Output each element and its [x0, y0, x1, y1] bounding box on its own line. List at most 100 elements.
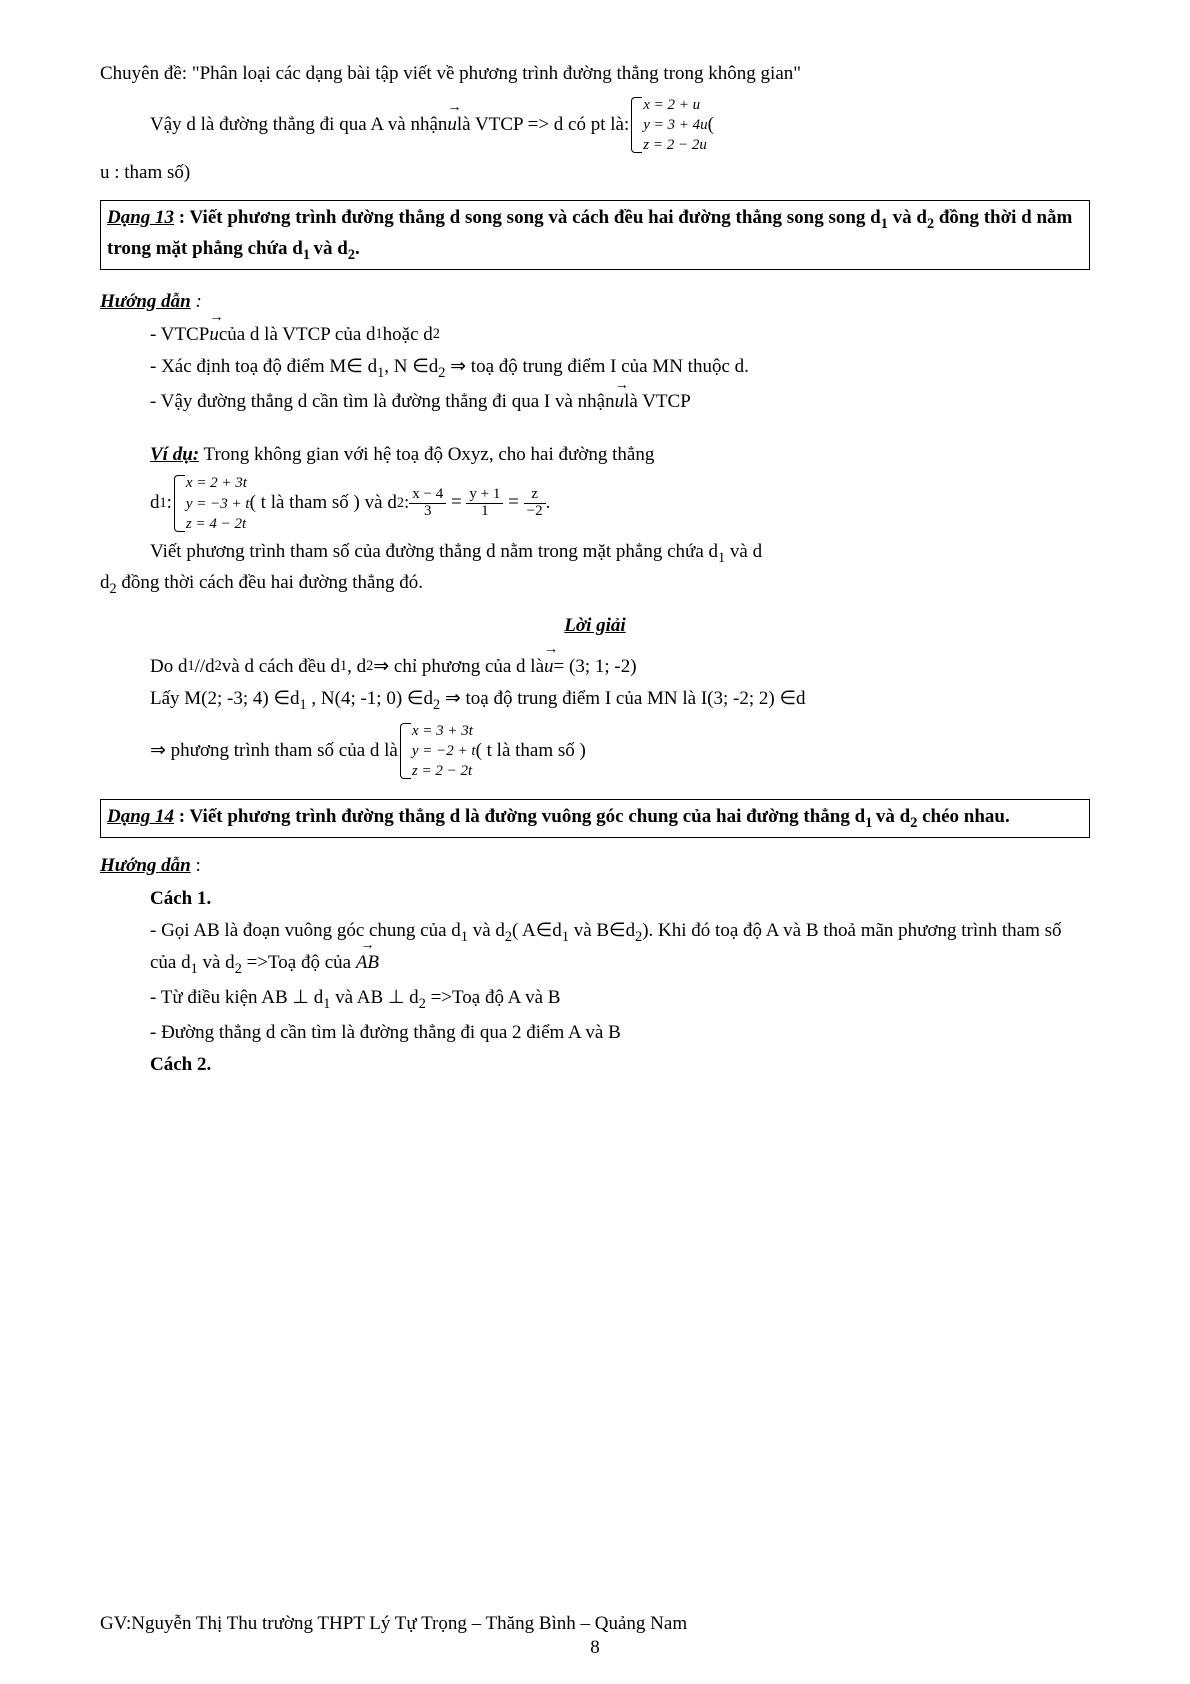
text: ⇒ toạ độ trung điểm I của MN thuộc d.	[445, 356, 749, 377]
frac-1: x − 43	[409, 487, 446, 520]
cach-1-label: Cách 1.	[100, 885, 1090, 914]
vector-AB: AB	[356, 949, 379, 978]
text: hoặc d	[383, 321, 433, 350]
d1-label: d	[150, 489, 160, 518]
vi-du-heading: Ví dụ: Trong không gian với hệ toạ độ Ox…	[100, 441, 1090, 470]
huong-dan-label: Hướng dẫn	[100, 855, 191, 876]
loi-giai-heading: Lời giải	[100, 612, 1090, 641]
c1-step-2: - Từ điều kiện AB ⊥ d1 và AB ⊥ d2 =>Toạ …	[100, 984, 1090, 1015]
text: Viết phương trình tham số của đường thẳn…	[100, 541, 718, 562]
eq-x: x = 2 + 3t	[186, 473, 250, 493]
text: (	[708, 111, 714, 140]
num: y + 1	[466, 487, 503, 504]
loi-giai-label: Lời giải	[564, 615, 625, 636]
dang-13-box: Dạng 13 : Viết phương trình đường thẳng …	[100, 200, 1090, 270]
page-number: 8	[0, 1634, 1190, 1663]
text: và d	[725, 541, 762, 562]
system-result: x = 3 + 3t y = −2 + t z = 2 − 2t	[398, 721, 476, 782]
text: và d	[876, 806, 910, 827]
solution-line-2: Lấy M(2; -3; 4) ∈d1 , N(4; -1; 0) ∈d2 ⇒ …	[100, 685, 1090, 716]
text: , N ∈d	[384, 356, 438, 377]
text: và d cách đều d	[222, 653, 340, 682]
text: chéo nhau.	[917, 806, 1009, 827]
period: .	[546, 489, 551, 518]
text: =>Toạ độ A và B	[426, 987, 561, 1008]
solution-line-1: Do d1//d2 và d cách đều d1, d2 ⇒ chỉ phư…	[100, 653, 1090, 682]
vi-du-label: Ví dụ:	[150, 444, 199, 465]
text: = (3; 1; -2)	[554, 653, 637, 682]
text: và d	[314, 238, 348, 259]
system-d1: x = 2 + 3t y = −3 + t z = 4 − 2t	[172, 473, 250, 534]
text: =>Toạ độ của	[242, 952, 356, 973]
c1-step-3: - Đường thẳng d cần tìm là đường thẳng đ…	[100, 1019, 1090, 1048]
solution-line-3: ⇒ phương trình tham số của d là x = 3 + …	[100, 721, 1090, 782]
vector-u: u	[447, 111, 457, 140]
eq-y: y = 3 + 4u	[643, 115, 707, 135]
text: và AB ⊥ d	[330, 987, 418, 1008]
colon: :	[191, 291, 202, 312]
text: và d	[468, 920, 505, 941]
colon: :	[191, 855, 201, 876]
text: //d	[195, 653, 215, 682]
text: , d	[347, 653, 366, 682]
text: : Viết phương trình đường thẳng d là đườ…	[174, 806, 865, 827]
text: ( t là tham số ) và d	[250, 489, 397, 518]
text: là VTCP => d có pt là:	[457, 111, 629, 140]
problem-statement: Viết phương trình tham số của đường thẳn…	[100, 538, 1090, 600]
text: của d là VTCP của d	[219, 321, 376, 350]
text: Do d	[150, 653, 187, 682]
param-note: u : tham số)	[100, 159, 1090, 188]
hd-step-1: - VTCP u của d là VTCP của d1 hoặc d2	[100, 321, 1090, 350]
text: ⇒ chỉ phương của d là	[373, 653, 544, 682]
text: , N(4; -1; 0) ∈d	[307, 688, 433, 709]
c1-step-1: - Gọi AB là đoạn vuông góc chung của d1 …	[100, 917, 1090, 979]
vector-u: u	[544, 653, 554, 682]
eq-z: z = 4 − 2t	[186, 514, 250, 534]
text: .	[355, 238, 360, 259]
frac-2: y + 11	[466, 487, 503, 520]
frac-3: z−2	[524, 487, 546, 520]
dang-14-box: Dạng 14 : Viết phương trình đường thẳng …	[100, 799, 1090, 838]
dang-13-label: Dạng 13	[107, 207, 174, 228]
text: ( A∈d	[512, 920, 562, 941]
system-1: x = 2 + u y = 3 + 4u z = 2 − 2u	[629, 95, 707, 156]
text: - Vậy đường thẳng d cần tìm là đường thẳ…	[150, 388, 615, 417]
hd-step-3: - Vậy đường thẳng d cần tìm là đường thẳ…	[100, 388, 1090, 417]
text: Lấy M(2; -3; 4) ∈d	[100, 688, 300, 709]
text: ⇒ phương trình tham số của d là	[150, 737, 398, 766]
eq-z: z = 2 − 2t	[412, 761, 476, 781]
page-header: Chuyên đề: "Phân loại các dạng bài tập v…	[100, 60, 1090, 89]
text: là VTCP	[624, 388, 691, 417]
eq: =	[508, 492, 523, 513]
eq-x: x = 3 + 3t	[412, 721, 476, 741]
den: 3	[409, 504, 446, 520]
num: x − 4	[409, 487, 446, 504]
hd-step-2: - Xác định toạ độ điểm M∈ d1, N ∈d2 ⇒ to…	[100, 353, 1090, 384]
huong-dan-13: Hướng dẫn :	[100, 288, 1090, 317]
text: và d	[888, 207, 927, 228]
eq-z: z = 2 − 2u	[643, 135, 707, 155]
cach-2-label: Cách 2.	[100, 1051, 1090, 1080]
d2-ratio: x − 43 = y + 11 = z−2	[409, 487, 545, 520]
text: - Xác định toạ độ điểm M∈ d	[150, 356, 377, 377]
eq-y: y = −3 + t	[186, 494, 250, 514]
huong-dan-label: Hướng dẫn	[100, 291, 191, 312]
vector-u: u	[209, 321, 219, 350]
text: đồng thời cách đều hai đường thẳng đó.	[117, 572, 423, 593]
text: - VTCP	[150, 321, 209, 350]
text: Trong không gian với hệ toạ độ Oxyz, cho…	[199, 444, 654, 465]
d1-d2-definition: d1: x = 2 + 3t y = −3 + t z = 4 − 2t ( t…	[100, 473, 1090, 534]
num: z	[524, 487, 546, 504]
line-d-equation: Vậy d là đường thẳng đi qua A và nhận u …	[100, 95, 1090, 156]
text: và d	[198, 952, 235, 973]
eq: =	[451, 492, 466, 513]
text: - Gọi AB là đoạn vuông góc chung của d	[150, 920, 461, 941]
dang-14-label: Dạng 14	[107, 806, 174, 827]
text: - Từ điều kiện AB ⊥ d	[150, 987, 323, 1008]
eq-y: y = −2 + t	[412, 741, 476, 761]
text: : Viết phương trình đường thẳng d song s…	[174, 207, 881, 228]
text: Vậy d là đường thẳng đi qua A và nhận	[150, 111, 447, 140]
vector-u: u	[615, 388, 625, 417]
text: ⇒ toạ độ trung điểm I của MN là I(3; -2;…	[440, 688, 805, 709]
den: 1	[466, 504, 503, 520]
